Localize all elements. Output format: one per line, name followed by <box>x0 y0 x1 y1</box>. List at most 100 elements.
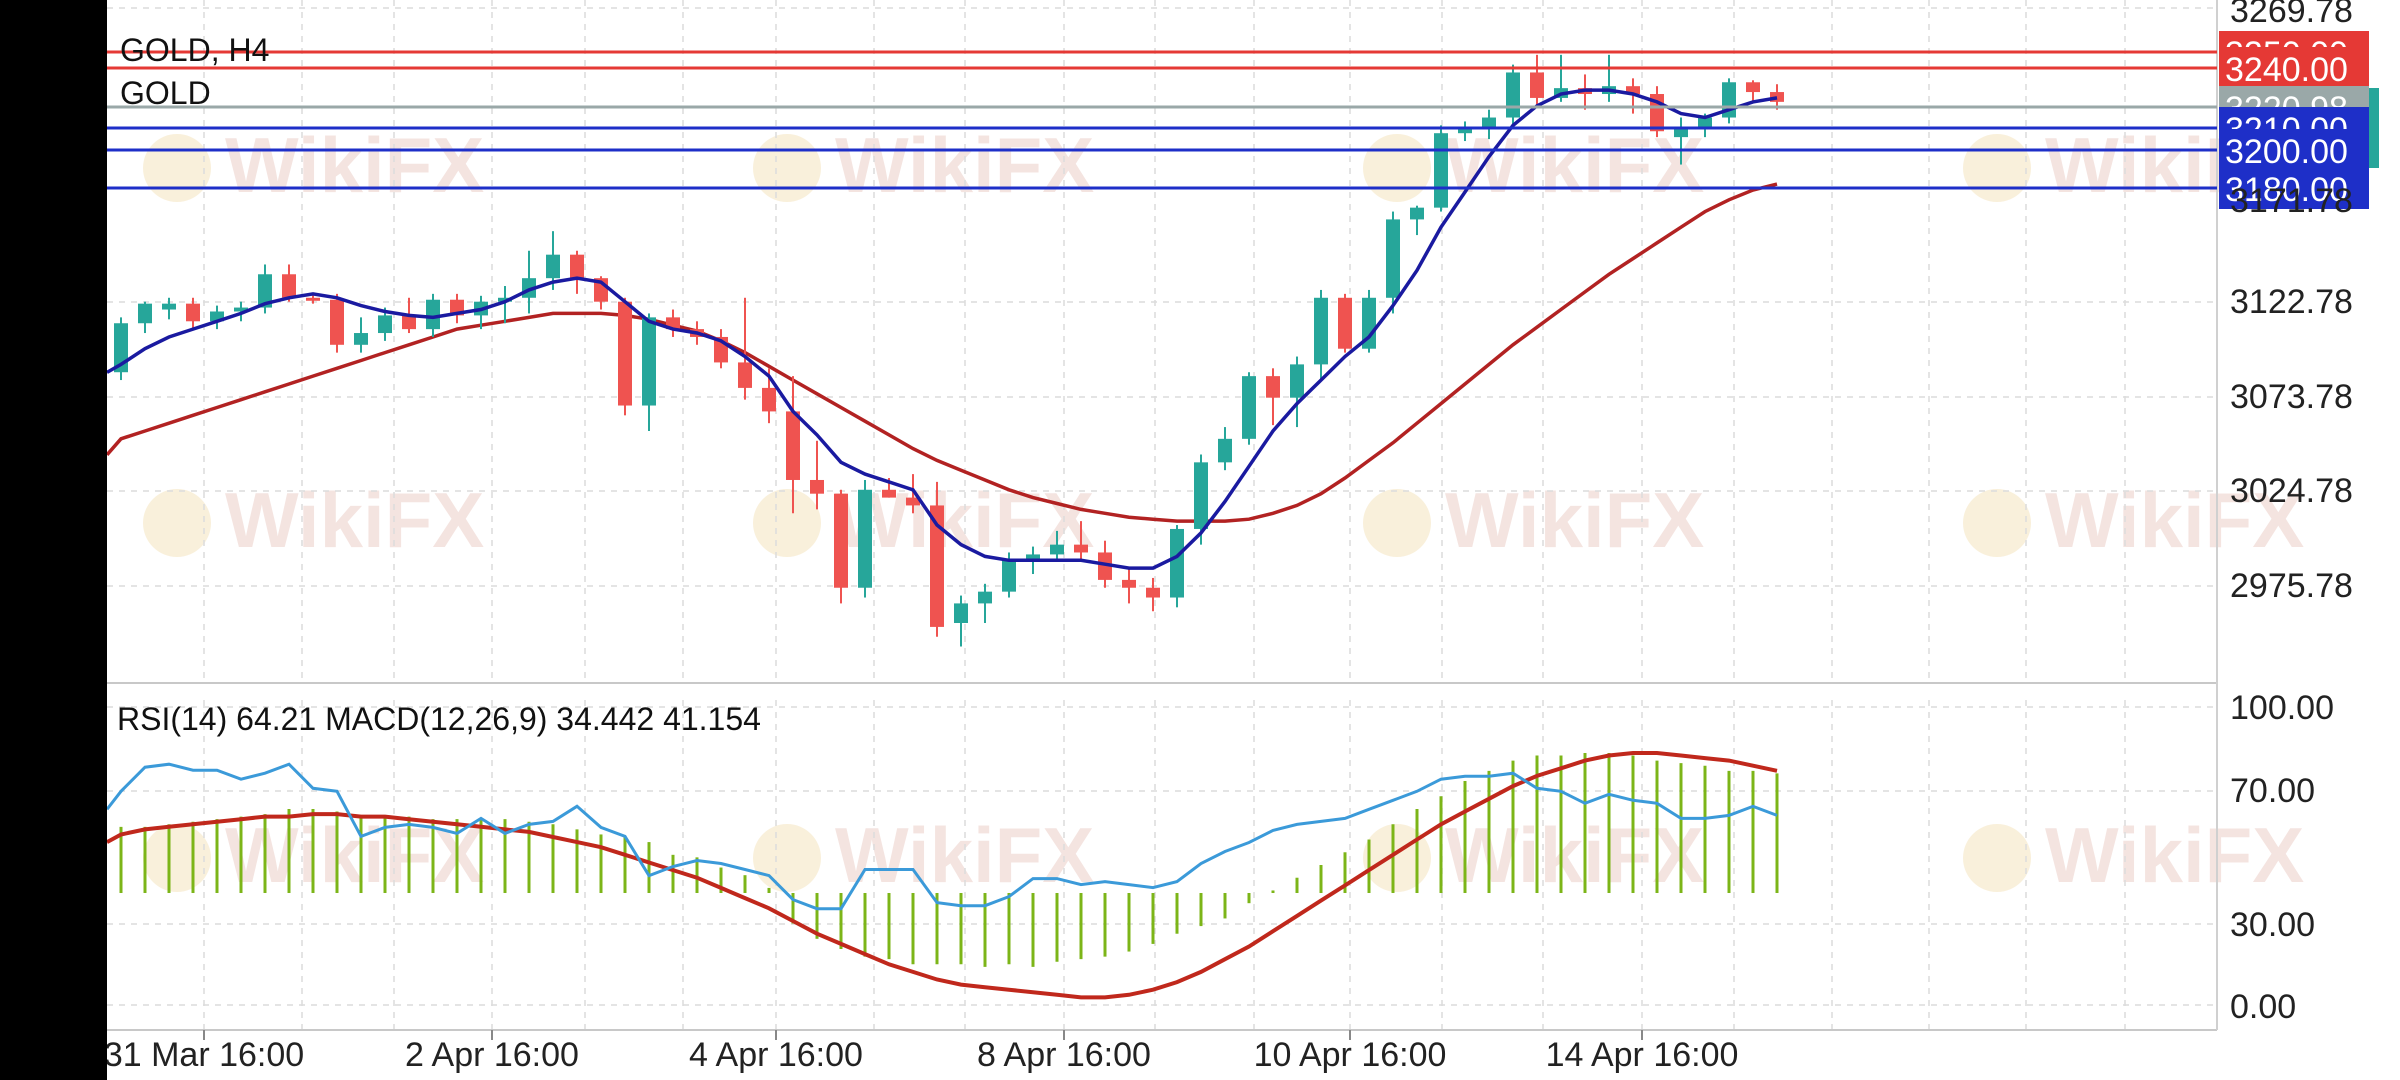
price-tick: 2975.78 <box>2230 567 2353 605</box>
macd-histogram <box>119 753 1779 967</box>
candle <box>1194 454 1208 545</box>
level-label: 3240.00 <box>2225 51 2348 89</box>
candle <box>234 301 248 322</box>
candle <box>1170 525 1184 608</box>
indicator-tick: 70.00 <box>2230 772 2315 810</box>
price-axis: 3269.78 3122.78 3073.78 3024.78 2975.78 3171.… <box>2230 0 2353 605</box>
candle <box>786 376 800 514</box>
svg-text:WikiFX: WikiFX <box>225 121 484 209</box>
watermark: WikiFX <box>753 121 1094 209</box>
candle <box>1602 54 1616 102</box>
candle <box>954 595 968 647</box>
time-tick: 2 Apr 16:00 <box>405 1036 579 1074</box>
candle <box>1386 211 1400 314</box>
price-level-3180.00[interactable]: 3180.00 <box>107 167 2369 209</box>
candle <box>1674 117 1688 165</box>
time-axis: 31 Mar 16:00 2 Apr 16:00 4 Apr 16:00 8 Apr … <box>107 1030 1738 1074</box>
candle <box>426 293 440 337</box>
candle <box>570 250 584 294</box>
candle <box>1338 293 1352 353</box>
price-tick-partial: 3171.78 <box>2230 182 2353 220</box>
candle <box>1482 109 1496 140</box>
levels-group[interactable]: 3250.003240.003220.983210.003200.003180.… <box>107 31 2379 209</box>
watermark: WikiFX <box>1363 811 1704 899</box>
chart-window: WikiFX WikiFX WikiFX WikiFX WikiFX WikiFX Wiki… <box>107 0 2400 1080</box>
candle <box>810 440 824 510</box>
candle <box>1314 289 1328 381</box>
candle <box>1074 521 1088 561</box>
candle <box>138 301 152 334</box>
candle <box>1050 530 1064 561</box>
macd-signal-line <box>107 751 1778 1000</box>
svg-text:WikiFX: WikiFX <box>1445 476 1704 564</box>
indicator-axis: 100.00 70.00 30.00 0.00 <box>2230 689 2334 1026</box>
watermark: WikiFX <box>143 476 484 564</box>
chart-canvas[interactable]: WikiFX WikiFX WikiFX WikiFX WikiFX WikiFX Wiki… <box>107 0 2400 1080</box>
candle <box>618 297 632 416</box>
candle <box>666 309 680 337</box>
candle <box>1434 125 1448 212</box>
candle <box>1242 372 1256 445</box>
candle <box>714 329 728 369</box>
candle <box>498 286 512 324</box>
candle <box>162 297 176 320</box>
candle <box>1266 368 1280 426</box>
ma-slow-line <box>107 182 1778 523</box>
candle <box>834 489 848 604</box>
candle <box>210 305 224 330</box>
candle <box>330 293 344 353</box>
candle <box>354 317 368 353</box>
svg-text:WikiFX: WikiFX <box>225 476 484 564</box>
candle <box>1722 78 1736 124</box>
candle <box>282 264 296 302</box>
price-tick: 3073.78 <box>2230 378 2353 416</box>
svg-text:WikiFX: WikiFX <box>2045 811 2304 899</box>
rsi-line <box>107 762 1778 911</box>
symbol-label: GOLD <box>120 75 211 111</box>
candle <box>186 297 200 330</box>
time-tick: 31 Mar 16:00 <box>107 1036 304 1074</box>
candle <box>1530 54 1544 108</box>
indicator-tick: 0.00 <box>2230 988 2296 1026</box>
price-tick: 3024.78 <box>2230 472 2353 510</box>
price-tick: 3269.78 <box>2230 0 2353 30</box>
price-tick: 3122.78 <box>2230 283 2353 321</box>
candle <box>738 297 752 400</box>
time-tick: 8 Apr 16:00 <box>977 1036 1151 1074</box>
candle <box>1362 289 1376 353</box>
candle <box>978 583 992 623</box>
svg-text:WikiFX: WikiFX <box>1445 811 1704 899</box>
candle <box>114 317 128 381</box>
watermark: WikiFX <box>1963 811 2304 899</box>
price-level-3240.00[interactable]: 3240.00 <box>107 47 2369 89</box>
price-level-3200.00[interactable]: 3200.00 <box>107 129 2369 171</box>
candle <box>1146 577 1160 612</box>
candle <box>930 481 944 637</box>
current-price-marker <box>2369 88 2379 168</box>
candle <box>1458 121 1472 142</box>
time-tick: 4 Apr 16:00 <box>689 1036 863 1074</box>
indicator-tick: 30.00 <box>2230 906 2315 944</box>
watermark: WikiFX <box>143 121 484 209</box>
candle <box>1746 80 1760 102</box>
candle <box>1122 568 1136 604</box>
time-tick: 14 Apr 16:00 <box>1546 1036 1739 1074</box>
candle <box>1218 427 1232 471</box>
time-tick: 10 Apr 16:00 <box>1254 1036 1447 1074</box>
candle <box>1506 64 1520 126</box>
candle <box>450 293 464 324</box>
candle <box>1770 84 1784 110</box>
level-label: 3200.00 <box>2225 133 2348 171</box>
watermark: WikiFX <box>753 476 1094 564</box>
candle <box>858 479 872 598</box>
level-label: 3180.00 <box>2225 171 2348 209</box>
watermark-layer: WikiFX WikiFX WikiFX WikiFX WikiFX WikiFX Wiki… <box>143 121 2304 899</box>
candle <box>546 231 560 290</box>
candle <box>1410 205 1424 236</box>
candle <box>1290 356 1304 428</box>
candle <box>642 313 656 431</box>
symbol-timeframe-label: GOLD, H4 <box>120 32 269 68</box>
ma-fast-line <box>107 88 1778 570</box>
indicator-legend: RSI(14) 64.21 MACD(12,26,9) 34.442 41.15… <box>117 701 761 737</box>
candles-group <box>114 54 1784 647</box>
